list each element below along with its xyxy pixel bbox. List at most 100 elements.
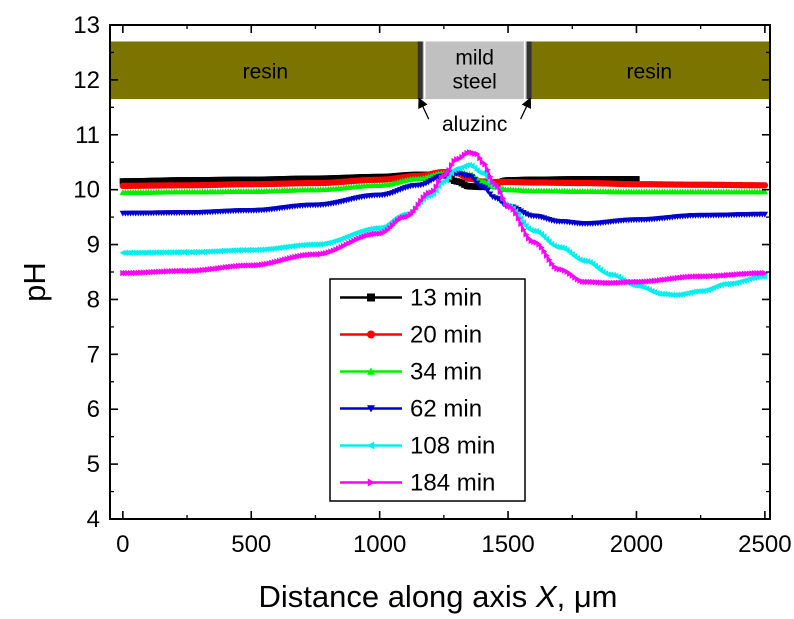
data-point: [689, 288, 696, 296]
data-point: [605, 271, 611, 278]
data-point: [497, 188, 504, 195]
legend-entry: 34 min: [340, 359, 482, 386]
legend-label: 62 min: [410, 396, 482, 423]
y-tick-label: 12: [73, 67, 100, 94]
y-tick-label: 5: [87, 451, 100, 478]
series-184-min: [120, 149, 769, 287]
data-point: [484, 188, 491, 194]
data-point: [431, 187, 437, 195]
data-point: [579, 257, 586, 264]
data-point: [730, 280, 737, 287]
data-point: [286, 243, 293, 250]
data-point: [692, 288, 699, 295]
legend-entry: 184 min: [340, 470, 495, 497]
x-tick-label: 0: [116, 531, 129, 558]
data-point: [761, 182, 769, 189]
data-point: [283, 243, 290, 250]
data-point: [666, 291, 673, 298]
resin-left-block: [110, 41, 421, 100]
data-point: [761, 211, 769, 218]
data-point: [761, 273, 768, 280]
data-point: [500, 195, 507, 202]
x-tick-label: 1500: [481, 531, 534, 558]
data-point: [443, 177, 449, 184]
data-point: [289, 242, 295, 250]
data-point: [487, 173, 494, 180]
y-tick-label: 11: [75, 122, 100, 149]
data-point: [633, 176, 640, 183]
legend-label: 13 min: [410, 285, 482, 312]
data-point: [299, 241, 306, 249]
series-markers: [119, 161, 768, 299]
resin-left-label: resin: [243, 60, 289, 83]
x-tick-label: 500: [231, 531, 271, 558]
data-point: [762, 269, 769, 277]
data-point: [661, 290, 668, 298]
data-point: [556, 244, 562, 251]
data-point: [518, 220, 525, 228]
data-point: [260, 246, 267, 253]
data-point: [676, 291, 683, 298]
data-point: [474, 150, 481, 158]
plot-series: [119, 149, 769, 299]
data-point: [445, 173, 452, 181]
legend-swatch-marker: [367, 405, 375, 413]
axes: 0 500 1000 1500 2000 2500 4 5 6 7 8 9 10 11 12 13: [73, 12, 791, 558]
data-point: [415, 201, 422, 208]
x-axis-title-variable: X: [535, 579, 558, 614]
data-point: [266, 245, 272, 253]
data-point: [718, 281, 724, 288]
data-point: [273, 244, 280, 252]
data-point: [481, 171, 488, 178]
mild-steel-label-line1: mild: [455, 46, 494, 69]
data-point: [520, 226, 527, 233]
legend-swatch-marker: [367, 441, 375, 450]
y-tick-label: 7: [87, 341, 100, 368]
data-point: [761, 188, 769, 195]
legend-swatch-marker: [367, 478, 375, 487]
data-point: [258, 246, 265, 253]
data-point: [271, 245, 277, 252]
data-point: [433, 183, 440, 190]
data-point: [536, 241, 543, 248]
data-point: [436, 178, 442, 185]
x-tick-label: 2500: [738, 531, 791, 558]
data-point: [513, 210, 519, 217]
legend-entry: 62 min: [340, 396, 482, 423]
data-point: [541, 248, 548, 255]
data-point: [484, 166, 491, 174]
data-point: [520, 219, 527, 226]
x-axis-title-main: Distance along axis: [258, 579, 535, 614]
legend-swatch-marker: [367, 367, 375, 375]
series-markers: [119, 168, 769, 195]
legend: 13 min 20 min 34 min 62 min 108 min 184 min: [329, 278, 526, 502]
data-point: [410, 208, 417, 216]
data-point: [435, 182, 442, 190]
resin-right-label: resin: [627, 60, 673, 83]
data-point: [418, 197, 424, 205]
data-point: [653, 289, 660, 297]
data-point: [294, 242, 301, 249]
data-point: [546, 256, 553, 263]
data-point: [448, 169, 455, 177]
data-point: [684, 289, 691, 297]
data-point: [720, 281, 727, 288]
legend-entry: 20 min: [340, 322, 482, 349]
data-point: [366, 225, 372, 233]
data-point: [538, 244, 545, 251]
aluzinc-coating-left: [417, 41, 423, 100]
data-point: [682, 290, 688, 297]
resin-right-block: [528, 41, 770, 100]
data-point: [371, 225, 378, 232]
data-point: [581, 257, 588, 265]
data-point: [607, 271, 614, 278]
data-point: [322, 240, 329, 247]
data-point: [515, 211, 521, 218]
data-point: [515, 206, 522, 213]
legend-box: [329, 278, 526, 502]
y-axis-title: pH: [17, 262, 52, 302]
x-tick-label: 1000: [353, 531, 406, 558]
legend-label: 184 min: [410, 470, 495, 497]
